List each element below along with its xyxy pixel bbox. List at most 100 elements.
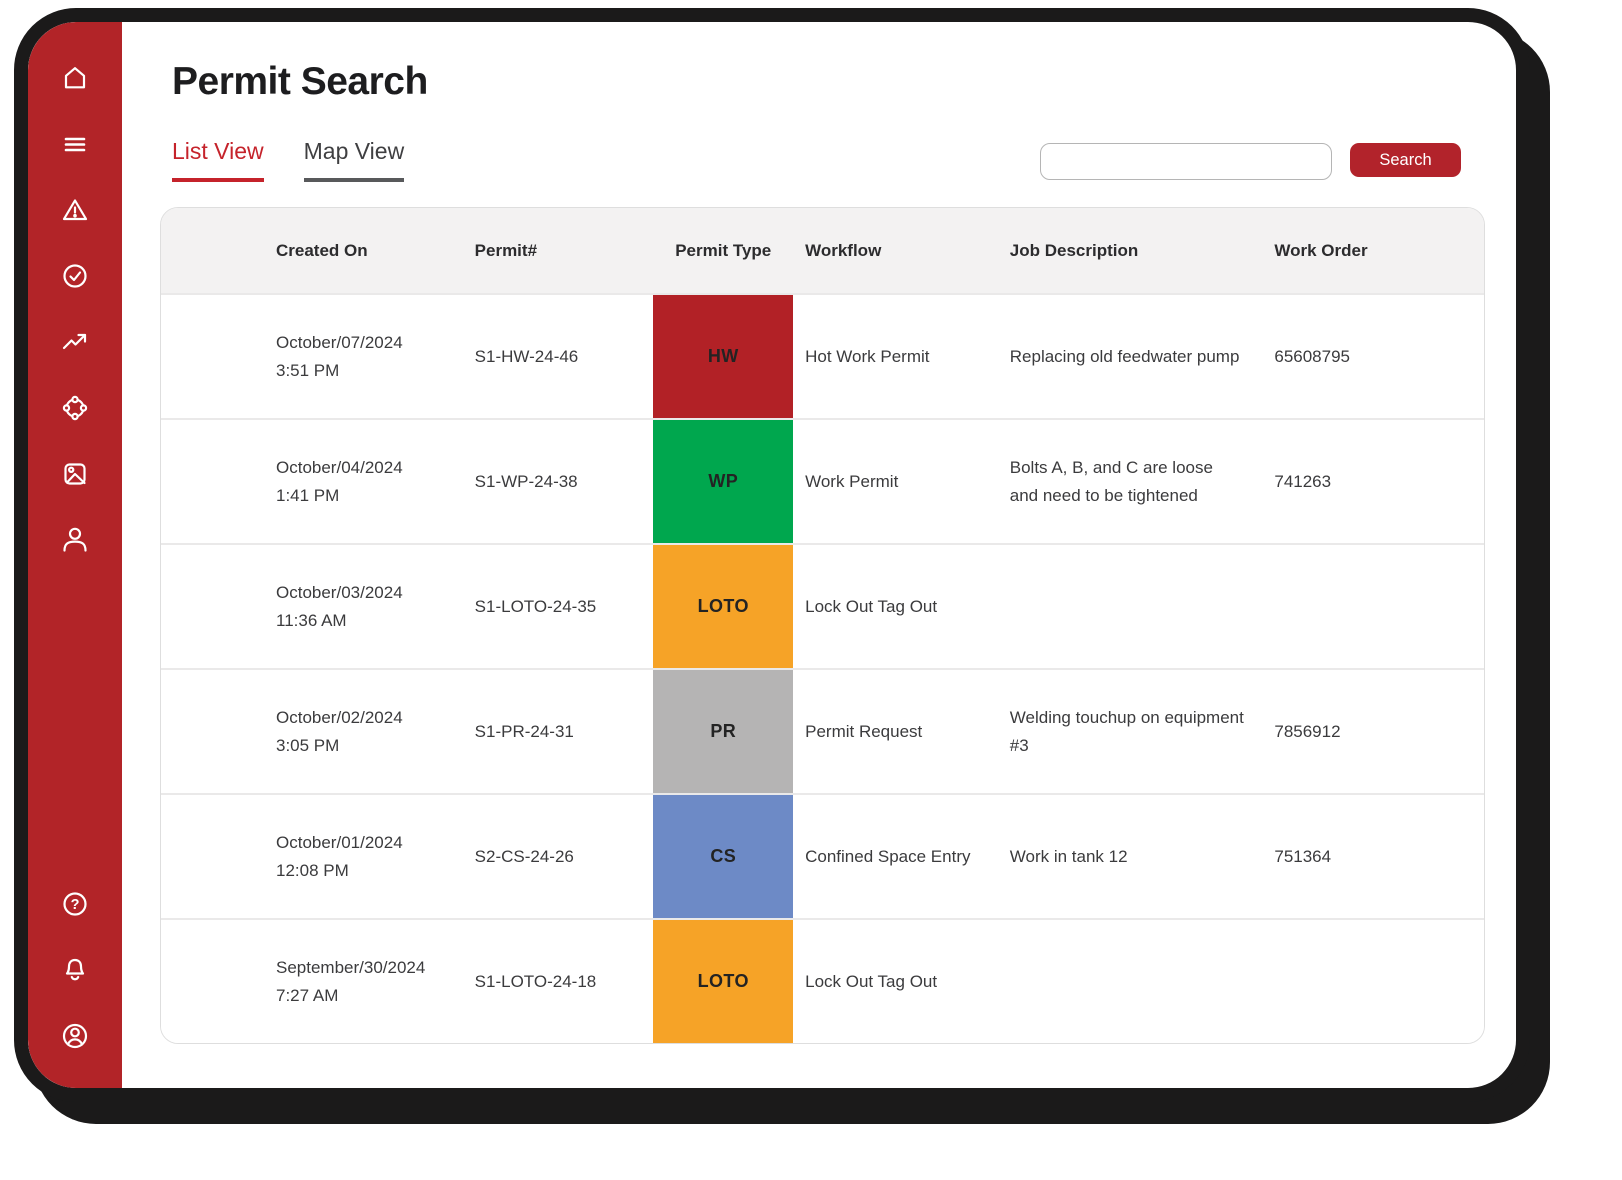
sidebar-item-home[interactable] [57,60,93,96]
image-icon [64,463,86,485]
work-order-cell: 751364 [1274,846,1332,866]
view-tabs: List View Map View [172,138,405,182]
created-on-cell: October/01/2024 12:08 PM [161,795,475,918]
table-header: Created On Permit# Permit Type Workflow … [161,208,1484,293]
workflow-cell: Lock Out Tag Out [805,596,938,616]
created-on-cell: September/30/2024 7:27 AM [161,920,475,1043]
sidebar-item-images[interactable] [57,456,93,492]
job-description-cell: Replacing old feedwater pump [1009,346,1240,366]
permit-type-badge: CS [653,795,794,918]
svg-text:?: ? [71,897,80,913]
created-time: 11:36 AM [276,610,347,630]
created-date: September/30/2024 [276,958,426,978]
work-order-cell: 741263 [1274,471,1332,491]
workflow-cell: Lock Out Tag Out [805,971,938,991]
created-time: 12:08 PM [276,860,349,880]
menu-icon [64,137,86,152]
permit-type-badge: WP [653,420,794,543]
sidebar-item-notifications[interactable] [57,952,93,988]
sidebar-item-profile[interactable] [57,522,93,558]
search-input[interactable] [1040,143,1332,180]
user-icon [63,527,87,552]
sidebar-item-alerts[interactable] [57,192,93,228]
permit-table: Created On Permit# Permit Type Workflow … [160,207,1485,1044]
sidebar-item-tasks[interactable] [57,258,93,294]
job-description-cell [1010,920,1275,1043]
created-time: 3:05 PM [276,735,340,755]
sidebar-item-account[interactable] [57,1018,93,1054]
created-on-cell: October/04/2024 1:41 PM [161,420,475,543]
table-row[interactable]: October/01/2024 12:08 PM S2-CS-24-26 CS … [161,793,1484,918]
table-row[interactable]: September/30/2024 7:27 AM S1-LOTO-24-18 … [161,918,1484,1043]
column-header-workflow: Workflow [805,240,882,260]
created-date: October/03/2024 [276,583,403,603]
workflow-cell: Hot Work Permit [805,346,930,366]
permit-type-badge: LOTO [653,920,794,1043]
tab-map-view[interactable]: Map View [303,138,405,182]
sidebar-item-help[interactable]: ? [57,886,93,922]
table-body: October/07/2024 3:51 PM S1-HW-24-46 HW H… [161,293,1484,1043]
created-on-cell: October/07/2024 3:51 PM [161,295,475,418]
sidebar-item-menu[interactable] [57,126,93,162]
permit-type-cell: LOTO [653,920,794,1043]
account-circle-icon [62,1023,88,1049]
workflow-cell: Confined Space Entry [805,846,971,866]
trending-up-icon [62,333,87,350]
created-date: October/01/2024 [276,833,403,853]
column-header-permit-number: Permit# [474,240,538,260]
search-button[interactable]: Search [1350,143,1461,177]
job-description-cell: Bolts A, B, and C are loose and need to … [1009,458,1213,505]
created-time: 7:27 AM [276,985,339,1005]
permit-number-cell: S1-WP-24-38 [474,471,578,491]
table-row[interactable]: October/07/2024 3:51 PM S1-HW-24-46 HW H… [161,293,1484,418]
created-time: 3:51 PM [276,360,340,380]
permit-type-cell: CS [653,795,794,918]
work-order-cell [1274,920,1484,1043]
created-on-cell: October/03/2024 11:36 AM [161,545,475,668]
alert-triangle-icon [62,199,88,221]
column-header-job-description: Job Description [1009,240,1139,260]
home-icon [64,67,86,89]
job-description-cell: Welding touchup on equipment #3 [1009,708,1244,755]
work-order-cell [1274,545,1484,668]
sidebar: ? [28,22,122,1088]
permit-type-badge: HW [653,295,794,418]
column-header-created-on: Created On [276,240,368,260]
table-row[interactable]: October/03/2024 11:36 AM S1-LOTO-24-35 L… [161,543,1484,668]
work-order-cell: 7856912 [1274,721,1341,741]
permit-number-cell: S1-LOTO-24-35 [474,596,597,616]
job-description-cell [1010,545,1275,668]
column-header-work-order: Work Order [1274,240,1368,260]
created-date: October/02/2024 [276,708,403,728]
column-header-permit-type: Permit Type [675,240,772,260]
table-row[interactable]: October/02/2024 3:05 PM S1-PR-24-31 PR P… [161,668,1484,793]
permit-type-cell: PR [653,670,794,793]
table-row[interactable]: October/04/2024 1:41 PM S1-WP-24-38 WP W… [161,418,1484,543]
permit-number-cell: S1-LOTO-24-18 [474,971,597,991]
permit-type-badge: LOTO [653,545,794,668]
permit-number-cell: S2-CS-24-26 [474,846,574,866]
permit-type-cell: HW [653,295,794,418]
workflow-cell: Permit Request [805,721,923,741]
work-order-cell: 65608795 [1274,346,1350,366]
created-date: October/07/2024 [276,333,403,353]
job-description-cell: Work in tank 12 [1009,846,1128,866]
sidebar-item-trends[interactable] [57,324,93,360]
permit-type-cell: LOTO [653,545,794,668]
created-on-cell: October/02/2024 3:05 PM [161,670,475,793]
check-circle-icon [63,264,87,288]
bell-icon [65,958,85,981]
main-content: Permit Search List View Map View Search … [122,22,1516,1088]
app-window: ? Per [14,8,1530,1102]
permit-type-cell: WP [653,420,794,543]
tab-list-view[interactable]: List View [172,138,264,182]
permit-type-badge: PR [653,670,794,793]
hub-icon [62,395,88,421]
created-time: 1:41 PM [276,485,340,505]
page-title: Permit Search [172,60,428,103]
permit-number-cell: S1-PR-24-31 [474,721,574,741]
created-date: October/04/2024 [276,458,403,478]
help-icon: ? [63,892,87,916]
sidebar-item-hub[interactable] [57,390,93,426]
